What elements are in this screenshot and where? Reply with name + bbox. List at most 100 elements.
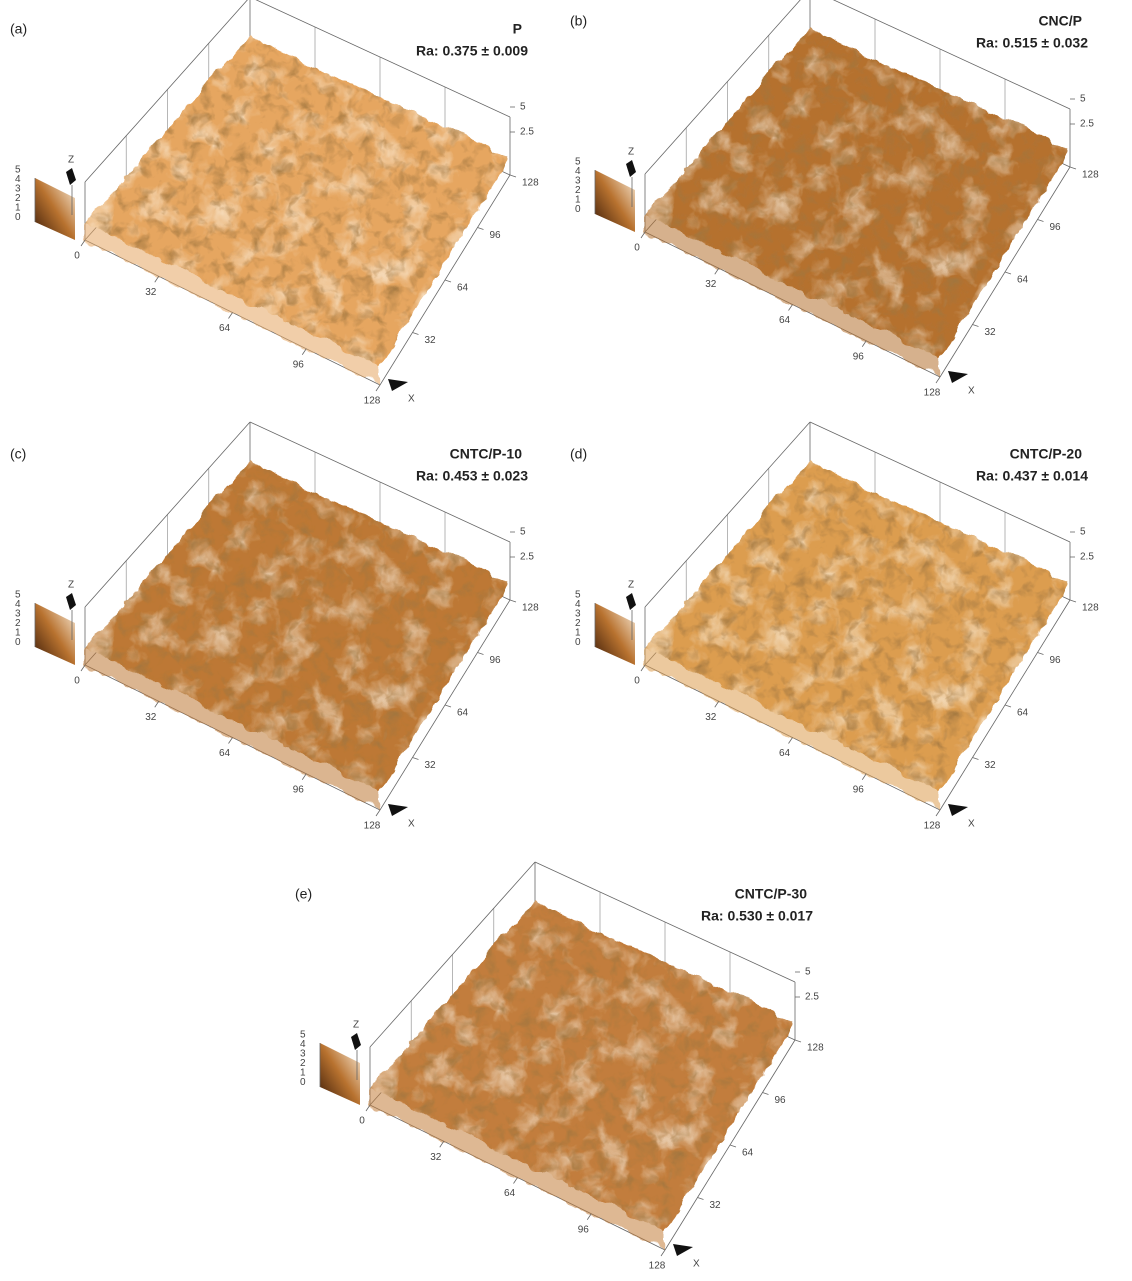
x-tick-label: 32 <box>705 279 717 290</box>
x-tick <box>661 1250 665 1256</box>
z-tick-label: 2.5 <box>805 992 819 1003</box>
y-tick <box>1005 272 1011 274</box>
z-tick-label: 5 <box>1080 94 1086 105</box>
y-tick <box>763 1093 769 1095</box>
x-axis-name: X <box>968 386 975 397</box>
panel-label: (e) <box>295 886 312 902</box>
x-tick <box>229 738 233 744</box>
y-tick-label: 128 <box>1082 603 1099 614</box>
z-axis-name: Z <box>353 1020 359 1031</box>
z-tick-label: 2.5 <box>1080 552 1094 563</box>
x-arrow <box>388 804 408 816</box>
surface <box>370 902 795 1232</box>
sample-name: P <box>513 21 522 37</box>
surface <box>85 462 510 792</box>
y-tick <box>478 228 484 230</box>
y-tick-label: 96 <box>1050 222 1062 233</box>
colorbar-label: 0 <box>300 1077 306 1088</box>
surface-shade <box>85 37 510 367</box>
z-axis-name: Z <box>628 147 634 158</box>
x-tick <box>155 701 159 707</box>
x-arrow <box>388 379 408 391</box>
x-axis-name: X <box>408 819 415 830</box>
x-tick-label: 32 <box>145 712 157 723</box>
colorbar <box>595 603 635 665</box>
x-tick-label: 96 <box>578 1224 590 1235</box>
x-tick <box>376 810 380 816</box>
y-tick-label: 32 <box>425 760 437 771</box>
x-tick <box>715 268 719 274</box>
surface-shade <box>645 462 1070 792</box>
x-tick-label: 64 <box>219 748 231 759</box>
x-tick-label: 0 <box>74 676 80 687</box>
x-tick <box>936 377 940 383</box>
y-tick <box>478 653 484 655</box>
y-tick-label: 96 <box>1050 655 1062 666</box>
roughness: Ra: 0.530 ± 0.017 <box>701 908 813 924</box>
surface-shade <box>370 902 795 1232</box>
y-tick-label: 128 <box>1082 170 1099 181</box>
figure: (a)PRa: 0.375 ± 0.0090326496128X32649612… <box>0 0 1132 1281</box>
colorbar-label: 0 <box>575 204 581 215</box>
x-tick-label: 128 <box>364 821 381 832</box>
y-tick-label: 32 <box>425 335 437 346</box>
z-tick-label: 2.5 <box>1080 119 1094 130</box>
panel: (d)CNTC/P-20Ra: 0.437 ± 0.0140326496128X… <box>570 422 1099 832</box>
y-tick <box>698 1198 704 1200</box>
x-tick <box>81 240 85 246</box>
z-tick-label: 5 <box>805 967 811 978</box>
y-tick-label: 64 <box>457 708 469 719</box>
surface <box>85 37 510 367</box>
y-tick <box>795 1040 801 1042</box>
sample-name: CNTC/P-30 <box>735 886 808 902</box>
x-arrow <box>673 1244 693 1256</box>
y-tick <box>1070 600 1076 602</box>
z-axis-name: Z <box>68 580 74 591</box>
y-tick-label: 128 <box>807 1043 824 1054</box>
x-tick <box>641 232 645 238</box>
x-tick-label: 0 <box>634 676 640 687</box>
x-tick-label: 32 <box>145 287 157 298</box>
x-tick <box>366 1105 370 1111</box>
colorbar-label: 0 <box>15 637 21 648</box>
y-tick <box>445 280 451 282</box>
panel: (e) CNTC/P-30 Ra: 0.530 ± 0.017 0 32 64 96 128 X… <box>295 862 824 1272</box>
x-tick-label: 128 <box>649 1261 666 1272</box>
x-tick-label: 0 <box>634 243 640 254</box>
x-axis-name: X <box>693 1259 700 1270</box>
y-tick-label: 64 <box>1017 275 1029 286</box>
sample-name: CNTC/P-20 <box>1010 446 1083 462</box>
z-arrow <box>66 593 76 610</box>
y-tick <box>730 1145 736 1147</box>
colorbar-label: 0 <box>575 637 581 648</box>
panel-label: (a) <box>10 21 27 37</box>
y-tick <box>1005 705 1011 707</box>
x-tick-label: 64 <box>504 1188 516 1199</box>
z-tick-label: 2.5 <box>520 552 534 563</box>
roughness: Ra: 0.437 ± 0.014 <box>976 468 1088 484</box>
x-tick-label: 128 <box>924 821 941 832</box>
x-tick-label: 32 <box>430 1152 442 1163</box>
sample-name: CNTC/P-10 <box>450 446 523 462</box>
x-tick <box>302 349 306 355</box>
x-tick <box>862 341 866 347</box>
panel-label: (d) <box>570 446 587 462</box>
x-tick <box>81 665 85 671</box>
y-tick <box>510 175 516 177</box>
x-tick <box>936 810 940 816</box>
surface <box>645 29 1070 359</box>
y-tick-label: 64 <box>742 1148 754 1159</box>
panel: (c)CNTC/P-10Ra: 0.453 ± 0.0230326496128X… <box>10 422 539 832</box>
y-tick-label: 96 <box>490 230 502 241</box>
y-tick-label: 64 <box>1017 708 1029 719</box>
y-tick <box>973 325 979 327</box>
x-tick-label: 0 <box>74 251 80 262</box>
y-tick <box>1038 220 1044 222</box>
x-tick-label: 128 <box>924 388 941 399</box>
sample-name: CNC/P <box>1038 13 1082 29</box>
x-tick-label: 96 <box>293 784 305 795</box>
surface-shade <box>85 462 510 792</box>
z-arrow <box>626 160 636 177</box>
surface-shade <box>645 29 1070 359</box>
